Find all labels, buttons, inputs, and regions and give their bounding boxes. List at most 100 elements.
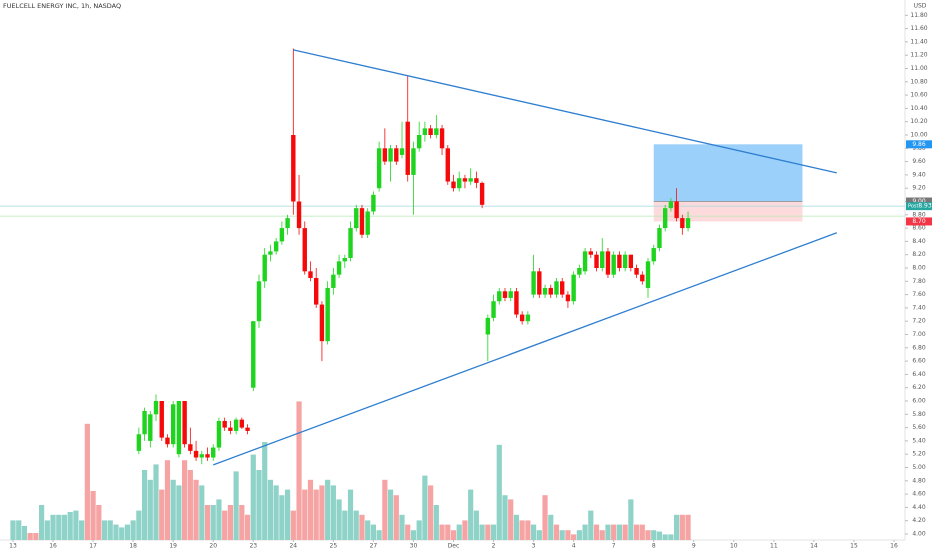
candle-body: [193, 450, 199, 458]
x-tick-label: 30: [410, 543, 418, 550]
x-tick-label: 9: [692, 543, 696, 550]
volume-bar: [593, 524, 600, 540]
volume-bar: [662, 534, 668, 540]
candle-body: [399, 148, 405, 155]
volume-bar: [262, 442, 268, 540]
x-tick-label: 13: [9, 543, 17, 550]
x-tick-label: 25: [330, 543, 338, 550]
candle-body: [685, 218, 691, 229]
candle-body: [182, 401, 187, 445]
y-tick-label: 11.60: [910, 25, 927, 32]
candle-body: [388, 148, 393, 162]
candle-body: [365, 211, 370, 235]
candle-body: [176, 401, 182, 455]
x-tick-label: 3: [532, 543, 536, 550]
volume-bar: [656, 531, 663, 540]
candle-body: [239, 419, 245, 428]
candle-body: [159, 401, 164, 438]
volume-bar: [256, 470, 262, 540]
volume-bar: [559, 530, 565, 540]
trendline: [213, 232, 838, 466]
volume-bar: [130, 520, 136, 540]
y-tick-label: 6.20: [912, 384, 926, 391]
volume-bar: [50, 514, 56, 540]
volume-bar: [136, 510, 142, 540]
y-tick-label: 4.20: [912, 517, 926, 524]
y-tick-label: 5.80: [912, 411, 926, 418]
volume-bar: [290, 510, 296, 540]
x-tick-label: 18: [129, 543, 137, 550]
candle-body: [542, 287, 548, 295]
candle-body: [228, 427, 233, 431]
volume-bar: [113, 524, 119, 540]
volume-bar: [365, 520, 371, 540]
candle-body: [314, 277, 319, 305]
volume-bar: [633, 524, 640, 540]
volume-bar: [674, 514, 680, 540]
candle-body: [405, 121, 410, 175]
candle-body: [622, 254, 628, 268]
volume-bar: [96, 505, 102, 540]
y-tick-label: 4.00: [912, 531, 926, 538]
candle-body: [514, 291, 519, 315]
volume-bar: [616, 524, 623, 540]
candle-body: [291, 135, 296, 202]
volume-bar: [428, 485, 434, 540]
volume-bar: [204, 505, 211, 540]
candle-body: [416, 135, 422, 149]
volume-bar: [370, 524, 377, 540]
candle-body: [491, 301, 496, 318]
candle-body: [359, 208, 365, 235]
y-tick-label: 6.00: [912, 398, 926, 405]
candle-body: [273, 241, 279, 252]
candle-body: [319, 304, 325, 342]
volume-bar: [296, 401, 302, 540]
candle-body: [411, 148, 416, 175]
y-tick-label: 8.40: [912, 238, 926, 245]
candle-body: [634, 268, 639, 275]
volume-bar: [336, 499, 342, 540]
y-tick-label: 9.60: [912, 158, 926, 165]
candle-body: [251, 321, 256, 388]
chart-title: FUELCELL ENERGY INC, 1h, NASDAQ: [3, 2, 121, 10]
candle-body: [657, 228, 662, 249]
trendline: [293, 49, 837, 174]
candle-body: [462, 178, 468, 182]
candle-body: [371, 194, 376, 212]
volume-bar: [279, 495, 285, 540]
volume-bar: [553, 524, 560, 540]
y-tick-label: 10.60: [910, 92, 927, 99]
x-tick-label: 16: [890, 543, 898, 550]
candle-body: [508, 291, 513, 298]
volume-bar: [199, 485, 205, 540]
y-tick-label: 10.80: [910, 78, 927, 85]
volume-bar: [153, 464, 159, 540]
volume-bar: [456, 524, 462, 540]
volume-bar: [599, 530, 605, 540]
volume-bar: [445, 524, 451, 540]
candle-body: [279, 228, 285, 242]
volume-bar: [16, 520, 22, 540]
x-tick-label: 23: [249, 543, 257, 550]
candle-body: [571, 274, 576, 302]
candle-body: [485, 317, 491, 335]
target-label: 9.86: [912, 141, 926, 148]
x-tick-label: 24: [289, 543, 297, 550]
candle-body: [285, 218, 290, 229]
candle-body: [600, 251, 605, 268]
volume-bar: [571, 534, 577, 540]
candle-body: [165, 437, 170, 445]
volume-bar: [353, 510, 359, 540]
y-tick-label: 8.00: [912, 265, 926, 272]
y-tick-label: 5.40: [912, 437, 926, 444]
volume-bar: [325, 479, 331, 540]
candle-body: [199, 454, 204, 458]
candle-body: [617, 254, 622, 268]
volume-bar: [542, 495, 548, 540]
candle-body: [554, 281, 559, 295]
volume-bar: [147, 479, 153, 540]
volume-bar: [250, 454, 256, 540]
x-tick-label: 14: [810, 543, 818, 550]
candle-body: [428, 128, 433, 135]
volume-bar: [187, 470, 193, 540]
